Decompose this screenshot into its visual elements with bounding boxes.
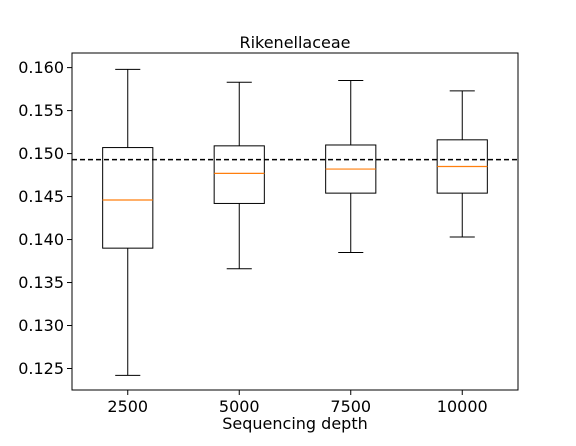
boxes-layer bbox=[102, 68, 488, 376]
box-5000 bbox=[213, 81, 265, 270]
box-7500 bbox=[325, 80, 377, 253]
x-axis-label: Sequencing depth bbox=[222, 414, 367, 433]
y-tick-label: 0.160 bbox=[18, 58, 64, 77]
x-tick-label: 7500 bbox=[330, 397, 371, 416]
y-tick-label: 0.140 bbox=[18, 230, 64, 249]
plot-area-frame bbox=[71, 52, 519, 391]
iqr-box bbox=[102, 147, 154, 249]
box-10000 bbox=[436, 90, 488, 238]
y-tick-label: 0.150 bbox=[18, 144, 64, 163]
y-tick-label: 0.145 bbox=[18, 187, 64, 206]
y-tick-label: 0.130 bbox=[18, 316, 64, 335]
y-tick-label: 0.155 bbox=[18, 101, 64, 120]
x-tick-label: 10000 bbox=[437, 397, 488, 416]
x-axis: 2500 5000 7500 10000 bbox=[107, 390, 488, 416]
y-tick-label: 0.135 bbox=[18, 273, 64, 292]
iqr-box bbox=[213, 145, 265, 204]
y-axis: 0.125 0.130 0.135 0.140 0.145 0.150 0.155 0.160 bbox=[18, 58, 72, 378]
x-tick-label: 5000 bbox=[219, 397, 260, 416]
x-tick-label: 2500 bbox=[107, 397, 148, 416]
y-tick-label: 0.125 bbox=[18, 359, 64, 378]
chart-title: Rikenellaceae bbox=[239, 33, 350, 52]
box-2500 bbox=[102, 68, 154, 376]
